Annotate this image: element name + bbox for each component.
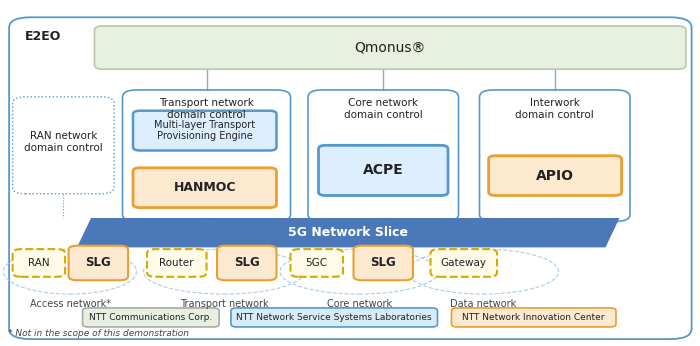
Text: APIO: APIO (536, 169, 574, 183)
Text: Qmonus®: Qmonus® (355, 40, 426, 55)
FancyBboxPatch shape (318, 145, 448, 195)
Text: Gateway: Gateway (441, 258, 486, 268)
Text: NTT Communications Corp.: NTT Communications Corp. (89, 313, 213, 322)
Polygon shape (77, 218, 620, 247)
Text: NTT Network Innovation Center: NTT Network Innovation Center (463, 313, 605, 322)
Text: E2EO: E2EO (25, 30, 61, 43)
Text: SLG: SLG (85, 256, 111, 270)
Text: Transport network
domain control: Transport network domain control (159, 98, 254, 120)
FancyBboxPatch shape (147, 249, 206, 277)
FancyBboxPatch shape (217, 246, 276, 280)
Text: 5G Network Slice: 5G Network Slice (288, 226, 408, 239)
Text: RAN network
domain control: RAN network domain control (24, 131, 103, 153)
Text: Router: Router (160, 258, 194, 268)
Text: NTT Network Service Systems Laboratories: NTT Network Service Systems Laboratories (237, 313, 432, 322)
Text: * Not in the scope of this demonstration: * Not in the scope of this demonstration (8, 329, 190, 338)
Text: SLG: SLG (370, 256, 396, 270)
Text: Access network*: Access network* (29, 299, 111, 309)
FancyBboxPatch shape (354, 246, 413, 280)
FancyBboxPatch shape (231, 308, 438, 327)
Text: ACPE: ACPE (363, 163, 404, 177)
FancyBboxPatch shape (94, 26, 686, 69)
Text: 5GC: 5GC (306, 258, 328, 268)
FancyBboxPatch shape (69, 246, 128, 280)
FancyBboxPatch shape (290, 249, 343, 277)
Text: Core network: Core network (326, 299, 392, 309)
Text: RAN: RAN (28, 258, 50, 268)
FancyBboxPatch shape (13, 249, 65, 277)
Text: HANMOC: HANMOC (174, 181, 236, 194)
Text: Transport network: Transport network (180, 299, 268, 309)
Text: Data network: Data network (450, 299, 516, 309)
FancyBboxPatch shape (83, 308, 219, 327)
Text: Interwork
domain control: Interwork domain control (515, 98, 594, 120)
FancyBboxPatch shape (489, 156, 622, 195)
Text: Multi-layer Transport
Provisioning Engine: Multi-layer Transport Provisioning Engin… (154, 120, 256, 142)
Text: SLG: SLG (234, 256, 260, 270)
FancyBboxPatch shape (430, 249, 497, 277)
FancyBboxPatch shape (133, 111, 276, 151)
Text: Core network
domain control: Core network domain control (344, 98, 423, 120)
FancyBboxPatch shape (133, 168, 276, 208)
FancyBboxPatch shape (452, 308, 616, 327)
